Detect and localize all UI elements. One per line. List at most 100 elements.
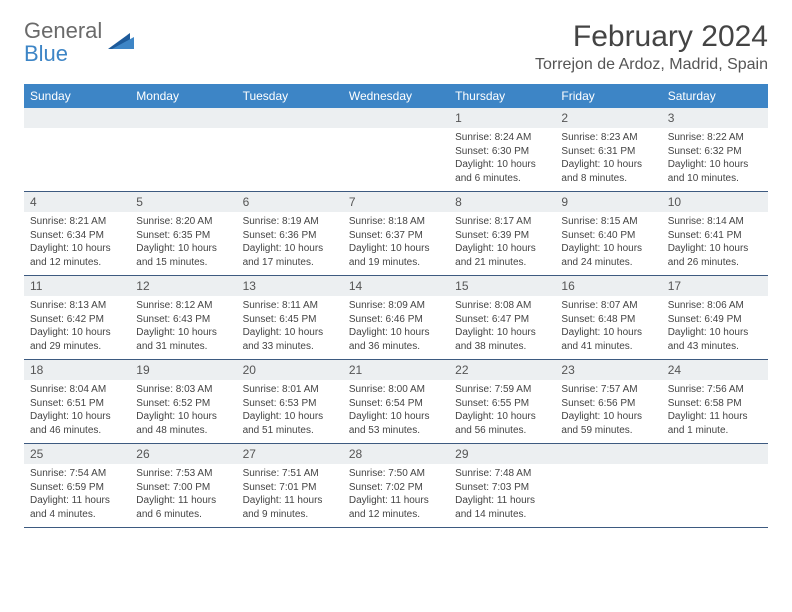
day-number bbox=[130, 108, 236, 128]
day-line: Sunrise: 7:56 AM bbox=[668, 383, 762, 397]
logo: General Blue bbox=[24, 20, 134, 66]
day-number: 10 bbox=[662, 192, 768, 212]
day-number: 29 bbox=[449, 444, 555, 464]
day-line: Sunrise: 8:22 AM bbox=[668, 131, 762, 145]
day-line: Sunset: 6:46 PM bbox=[349, 313, 443, 327]
day-cell: Sunrise: 8:04 AMSunset: 6:51 PMDaylight:… bbox=[24, 380, 130, 443]
day-line: Sunset: 6:47 PM bbox=[455, 313, 549, 327]
day-line: Sunset: 7:00 PM bbox=[136, 481, 230, 495]
day-number: 1 bbox=[449, 108, 555, 128]
title-block: February 2024 Torrejon de Ardoz, Madrid,… bbox=[535, 20, 768, 74]
day-line: Sunrise: 8:07 AM bbox=[561, 299, 655, 313]
day-number: 3 bbox=[662, 108, 768, 128]
day-cell: Sunrise: 8:06 AMSunset: 6:49 PMDaylight:… bbox=[662, 296, 768, 359]
day-line: Sunrise: 8:09 AM bbox=[349, 299, 443, 313]
day-cell: Sunrise: 8:01 AMSunset: 6:53 PMDaylight:… bbox=[237, 380, 343, 443]
day-line: Sunrise: 8:14 AM bbox=[668, 215, 762, 229]
day-line: Sunrise: 8:23 AM bbox=[561, 131, 655, 145]
day-line: Daylight: 10 hours and 51 minutes. bbox=[243, 410, 337, 437]
day-cell bbox=[343, 128, 449, 191]
day-cell: Sunrise: 8:17 AMSunset: 6:39 PMDaylight:… bbox=[449, 212, 555, 275]
day-line: Daylight: 11 hours and 1 minute. bbox=[668, 410, 762, 437]
day-line: Sunrise: 8:00 AM bbox=[349, 383, 443, 397]
logo-text-general: General bbox=[24, 18, 102, 43]
day-line: Sunset: 7:01 PM bbox=[243, 481, 337, 495]
daynum-row: 123 bbox=[24, 108, 768, 128]
day-number bbox=[555, 444, 661, 464]
day-cell: Sunrise: 8:20 AMSunset: 6:35 PMDaylight:… bbox=[130, 212, 236, 275]
day-line: Sunrise: 7:51 AM bbox=[243, 467, 337, 481]
day-line: Sunset: 6:58 PM bbox=[668, 397, 762, 411]
day-cell: Sunrise: 8:18 AMSunset: 6:37 PMDaylight:… bbox=[343, 212, 449, 275]
day-number: 18 bbox=[24, 360, 130, 380]
day-line: Daylight: 10 hours and 46 minutes. bbox=[30, 410, 124, 437]
day-line: Daylight: 10 hours and 24 minutes. bbox=[561, 242, 655, 269]
day-number: 5 bbox=[130, 192, 236, 212]
day-cell: Sunrise: 8:09 AMSunset: 6:46 PMDaylight:… bbox=[343, 296, 449, 359]
weekday-header: Tuesday bbox=[237, 84, 343, 108]
day-line: Daylight: 10 hours and 31 minutes. bbox=[136, 326, 230, 353]
day-line: Daylight: 11 hours and 9 minutes. bbox=[243, 494, 337, 521]
day-line: Sunrise: 7:53 AM bbox=[136, 467, 230, 481]
day-line: Sunrise: 8:13 AM bbox=[30, 299, 124, 313]
day-cell: Sunrise: 7:48 AMSunset: 7:03 PMDaylight:… bbox=[449, 464, 555, 527]
daynum-row: 11121314151617 bbox=[24, 276, 768, 296]
day-line: Sunset: 6:49 PM bbox=[668, 313, 762, 327]
day-cell: Sunrise: 8:15 AMSunset: 6:40 PMDaylight:… bbox=[555, 212, 661, 275]
day-cell bbox=[555, 464, 661, 527]
day-number: 13 bbox=[237, 276, 343, 296]
day-line: Daylight: 10 hours and 48 minutes. bbox=[136, 410, 230, 437]
day-cell: Sunrise: 8:21 AMSunset: 6:34 PMDaylight:… bbox=[24, 212, 130, 275]
day-number: 15 bbox=[449, 276, 555, 296]
day-cell: Sunrise: 8:13 AMSunset: 6:42 PMDaylight:… bbox=[24, 296, 130, 359]
day-cell bbox=[130, 128, 236, 191]
day-line: Sunset: 6:48 PM bbox=[561, 313, 655, 327]
day-line: Sunset: 6:39 PM bbox=[455, 229, 549, 243]
day-line: Sunrise: 8:17 AM bbox=[455, 215, 549, 229]
day-line: Sunset: 6:45 PM bbox=[243, 313, 337, 327]
weekday-header: Thursday bbox=[449, 84, 555, 108]
day-line: Sunset: 6:54 PM bbox=[349, 397, 443, 411]
day-line: Sunrise: 7:59 AM bbox=[455, 383, 549, 397]
day-line: Sunset: 6:52 PM bbox=[136, 397, 230, 411]
triangle-icon bbox=[108, 31, 134, 58]
daynum-row: 18192021222324 bbox=[24, 360, 768, 380]
day-line: Sunrise: 8:18 AM bbox=[349, 215, 443, 229]
day-line: Sunrise: 8:04 AM bbox=[30, 383, 124, 397]
day-line: Sunset: 6:37 PM bbox=[349, 229, 443, 243]
day-number: 25 bbox=[24, 444, 130, 464]
day-line: Sunset: 6:53 PM bbox=[243, 397, 337, 411]
day-line: Daylight: 11 hours and 4 minutes. bbox=[30, 494, 124, 521]
day-line: Sunrise: 8:11 AM bbox=[243, 299, 337, 313]
day-line: Daylight: 11 hours and 6 minutes. bbox=[136, 494, 230, 521]
day-line: Daylight: 11 hours and 12 minutes. bbox=[349, 494, 443, 521]
day-cell: Sunrise: 8:03 AMSunset: 6:52 PMDaylight:… bbox=[130, 380, 236, 443]
day-number: 20 bbox=[237, 360, 343, 380]
day-line: Sunrise: 8:12 AM bbox=[136, 299, 230, 313]
day-number: 14 bbox=[343, 276, 449, 296]
weekday-header: Monday bbox=[130, 84, 236, 108]
day-cell: Sunrise: 7:50 AMSunset: 7:02 PMDaylight:… bbox=[343, 464, 449, 527]
day-line: Sunset: 7:02 PM bbox=[349, 481, 443, 495]
day-line: Sunset: 6:55 PM bbox=[455, 397, 549, 411]
day-cell: Sunrise: 8:14 AMSunset: 6:41 PMDaylight:… bbox=[662, 212, 768, 275]
weekday-header: Saturday bbox=[662, 84, 768, 108]
day-line: Sunrise: 8:24 AM bbox=[455, 131, 549, 145]
day-cell: Sunrise: 8:07 AMSunset: 6:48 PMDaylight:… bbox=[555, 296, 661, 359]
day-number: 28 bbox=[343, 444, 449, 464]
day-line: Sunset: 6:51 PM bbox=[30, 397, 124, 411]
day-line: Sunset: 6:30 PM bbox=[455, 145, 549, 159]
day-number: 19 bbox=[130, 360, 236, 380]
daybody-row: Sunrise: 8:13 AMSunset: 6:42 PMDaylight:… bbox=[24, 296, 768, 360]
daybody-row: Sunrise: 8:04 AMSunset: 6:51 PMDaylight:… bbox=[24, 380, 768, 444]
day-line: Daylight: 10 hours and 33 minutes. bbox=[243, 326, 337, 353]
day-number: 16 bbox=[555, 276, 661, 296]
day-cell: Sunrise: 8:08 AMSunset: 6:47 PMDaylight:… bbox=[449, 296, 555, 359]
day-line: Sunset: 6:41 PM bbox=[668, 229, 762, 243]
day-number bbox=[24, 108, 130, 128]
day-cell: Sunrise: 7:57 AMSunset: 6:56 PMDaylight:… bbox=[555, 380, 661, 443]
page-title: February 2024 bbox=[535, 20, 768, 54]
day-line: Sunrise: 8:15 AM bbox=[561, 215, 655, 229]
day-number bbox=[343, 108, 449, 128]
day-number: 8 bbox=[449, 192, 555, 212]
